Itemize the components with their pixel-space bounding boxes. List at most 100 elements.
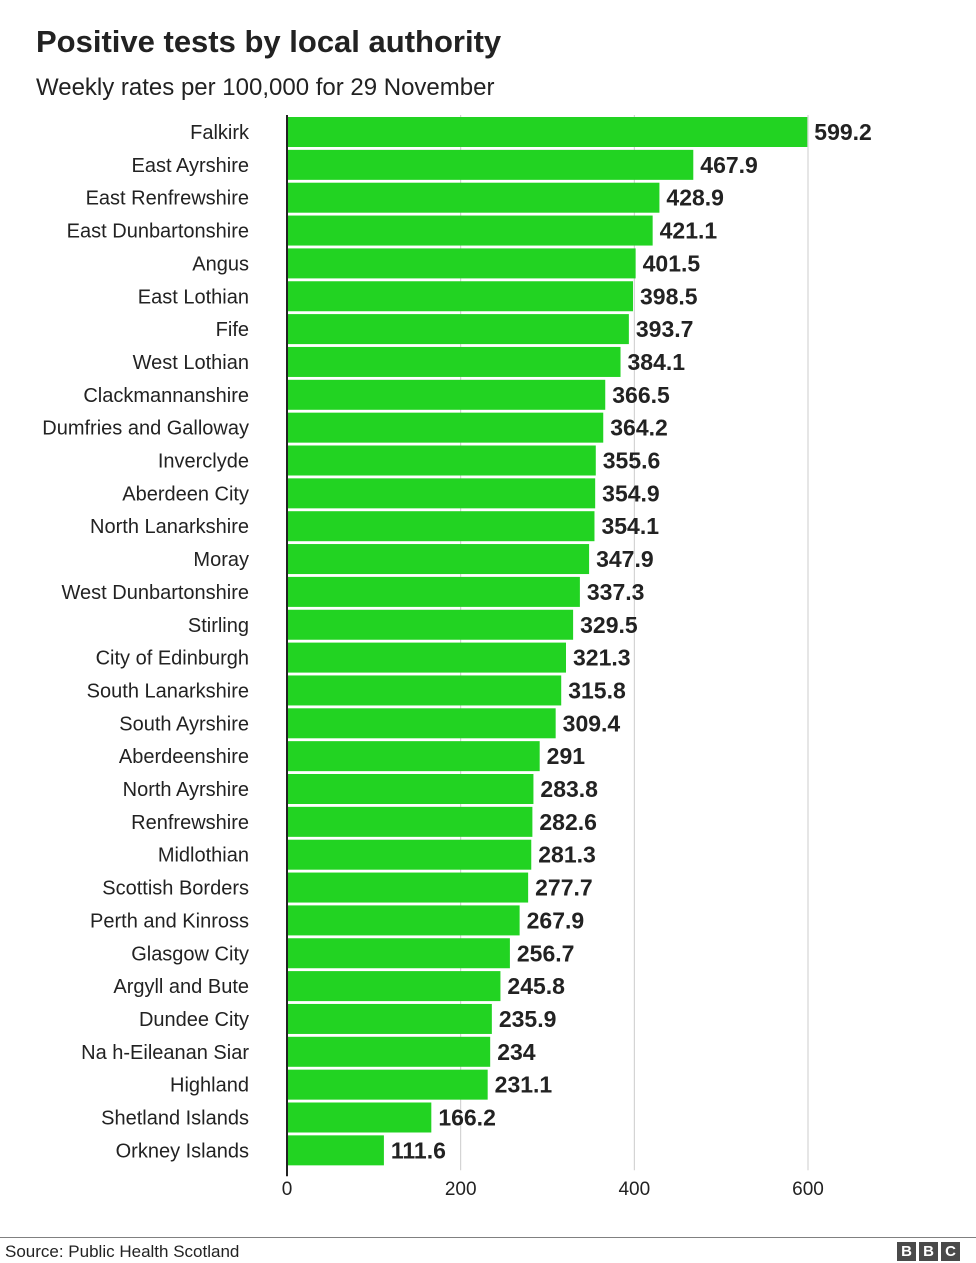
bar — [287, 215, 653, 246]
bar — [287, 182, 660, 213]
bars — [287, 117, 808, 1166]
value-label: 364.2 — [610, 415, 668, 441]
bar — [287, 1135, 384, 1166]
bar — [287, 741, 540, 772]
category-label: Dumfries and Galloway — [42, 418, 249, 440]
bar — [287, 281, 634, 312]
value-label: 315.8 — [568, 677, 626, 703]
bar — [287, 905, 520, 936]
chart-subtitle: Weekly rates per 100,000 for 29 November — [36, 74, 495, 101]
value-label: 267.9 — [527, 907, 585, 933]
value-label: 329.5 — [580, 612, 638, 638]
value-label: 245.8 — [507, 973, 565, 999]
category-label: Shetland Islands — [101, 1108, 249, 1130]
category-label: Argyll and Bute — [113, 976, 249, 998]
bar — [287, 576, 580, 607]
bar — [287, 609, 574, 640]
value-label: 309.4 — [563, 710, 621, 736]
category-label: West Dunbartonshire — [62, 582, 250, 604]
bar — [287, 117, 808, 147]
bar — [287, 971, 501, 1002]
value-label: 398.5 — [640, 283, 698, 309]
bar — [287, 675, 562, 706]
value-label: 231.1 — [495, 1072, 553, 1098]
value-label: 393.7 — [636, 316, 694, 342]
category-label: Aberdeenshire — [119, 746, 249, 768]
category-labels: Falkirk East Ayrshire East Renfrewshire Eas… — [42, 122, 250, 1162]
bar — [287, 839, 532, 870]
value-label: 256.7 — [517, 940, 575, 966]
value-label: 291 — [547, 743, 586, 769]
x-tick-label: 600 — [792, 1179, 824, 1200]
value-label: 428.9 — [666, 185, 724, 211]
category-label: Clackmannanshire — [83, 385, 249, 407]
category-label: Angus — [192, 253, 249, 275]
category-label: Scottish Borders — [102, 878, 249, 900]
value-label: 354.9 — [602, 480, 660, 506]
value-label: 467.9 — [700, 152, 758, 178]
x-axis: 0 200 400 600 — [282, 115, 824, 1200]
value-label: 355.6 — [603, 448, 661, 474]
bbc-logo: B B C — [897, 1242, 960, 1261]
logo-letter: B — [919, 1242, 938, 1261]
chart-title: Positive tests by local authority — [36, 24, 502, 59]
category-label: East Lothian — [138, 286, 249, 308]
value-label: 283.8 — [540, 776, 598, 802]
bar — [287, 1036, 491, 1067]
category-label: Orkney Islands — [116, 1140, 249, 1162]
bar — [287, 938, 510, 969]
source-note: Source: Public Health Scotland — [5, 1242, 240, 1261]
footer-divider — [0, 1237, 976, 1238]
category-label: Dundee City — [139, 1009, 249, 1031]
bar — [287, 872, 529, 903]
bar — [287, 149, 694, 180]
category-label: Renfrewshire — [131, 812, 249, 834]
value-label: 384.1 — [628, 349, 686, 375]
bar — [287, 1102, 432, 1133]
bar — [287, 1003, 492, 1034]
value-label: 421.1 — [660, 218, 718, 244]
category-label: Perth and Kinross — [90, 910, 249, 932]
bar — [287, 248, 636, 279]
value-label: 234 — [497, 1039, 536, 1065]
value-label: 166.2 — [438, 1105, 496, 1131]
category-label: South Lanarkshire — [87, 680, 249, 702]
bar — [287, 346, 621, 377]
bar — [287, 412, 604, 443]
category-label: East Renfrewshire — [86, 188, 249, 210]
value-label: 277.7 — [535, 875, 593, 901]
bar — [287, 806, 533, 837]
bar — [287, 511, 595, 542]
bar — [287, 708, 556, 739]
category-label: City of Edinburgh — [96, 648, 249, 670]
x-tick-label: 400 — [618, 1179, 650, 1200]
logo-letter: C — [941, 1242, 960, 1261]
logo-letter: B — [897, 1242, 916, 1261]
x-tick-label: 200 — [445, 1179, 477, 1200]
category-label: West Lothian — [133, 352, 249, 374]
value-label: 235.9 — [499, 1006, 557, 1032]
value-label: 354.1 — [601, 513, 659, 539]
category-label: Stirling — [188, 615, 249, 637]
category-label: Highland — [170, 1075, 249, 1097]
category-label: Fife — [216, 319, 249, 341]
category-label: Midlothian — [158, 845, 249, 867]
category-label: North Lanarkshire — [90, 516, 249, 538]
bar — [287, 478, 596, 509]
bar — [287, 445, 596, 476]
value-label: 111.6 — [391, 1137, 446, 1163]
value-label: 347.9 — [596, 546, 654, 572]
value-label: 401.5 — [643, 250, 701, 276]
category-label: Aberdeen City — [122, 483, 249, 505]
category-label: Glasgow City — [131, 943, 249, 965]
value-label: 599.2 — [814, 119, 872, 145]
value-label: 337.3 — [587, 579, 645, 605]
category-label: Na h-Eileanan Siar — [81, 1042, 249, 1064]
bar — [287, 379, 606, 410]
category-label: Moray — [193, 549, 249, 571]
value-label: 281.3 — [538, 842, 596, 868]
category-label: Inverclyde — [158, 451, 249, 473]
category-label: North Ayrshire — [123, 779, 249, 801]
value-labels: 599.2 467.9 428.9 421.1 401.5 398.5 393.7 384.1… — [391, 119, 872, 1163]
